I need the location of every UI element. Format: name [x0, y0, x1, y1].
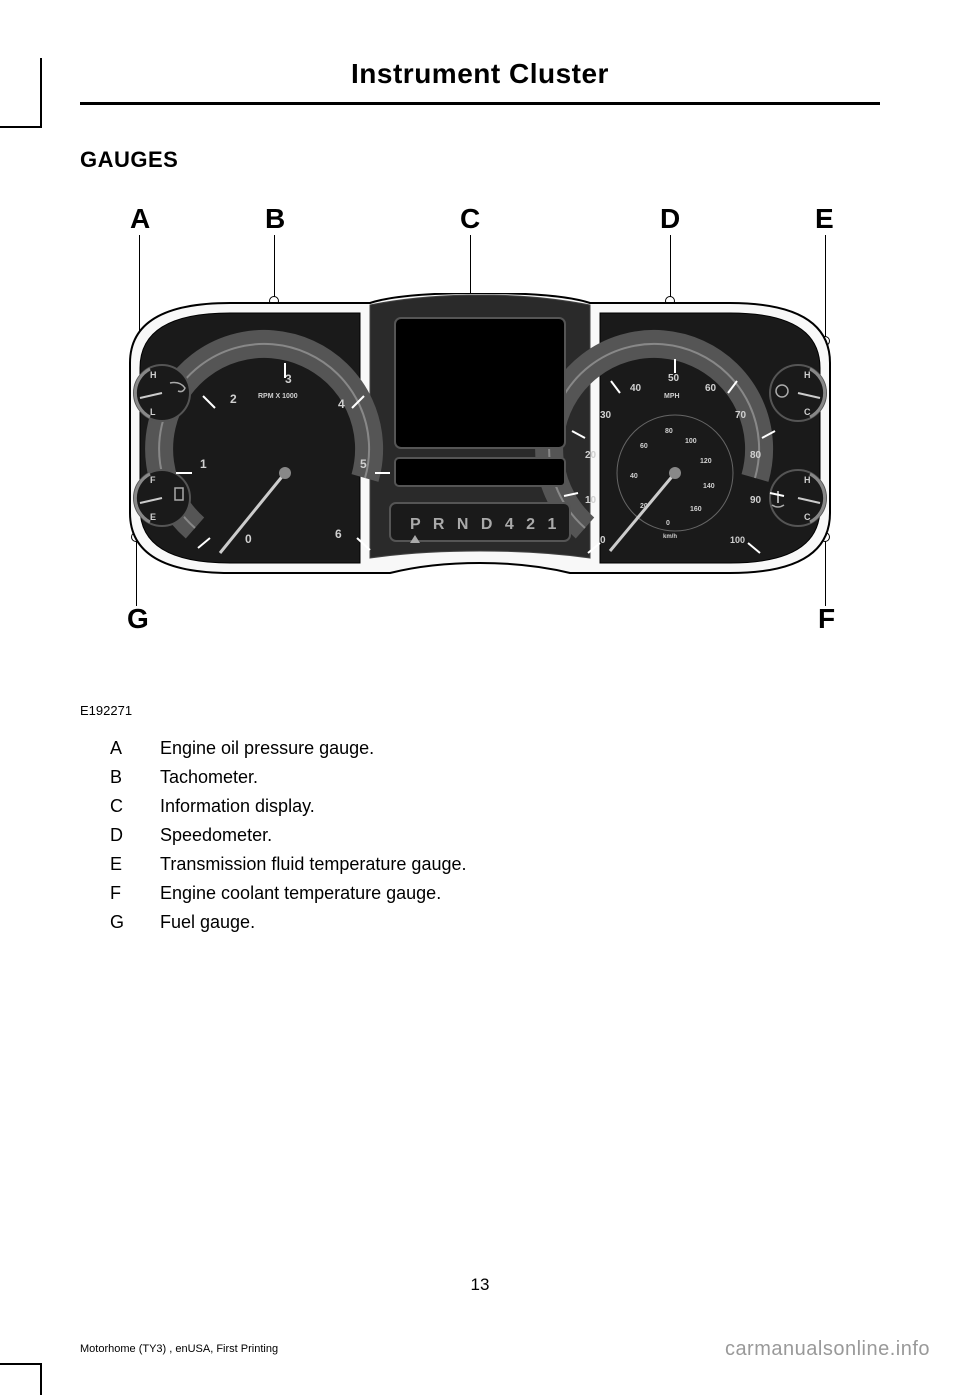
svg-text:1: 1 [200, 457, 207, 471]
svg-text:0: 0 [245, 532, 252, 546]
svg-text:MPH: MPH [664, 393, 680, 400]
instrument-cluster-figure: A B C D E G F [80, 203, 880, 703]
svg-text:20: 20 [585, 450, 597, 461]
svg-text:3: 3 [285, 372, 292, 386]
legend-key: C [110, 796, 130, 817]
info-display [395, 318, 565, 448]
svg-text:60: 60 [705, 383, 717, 394]
svg-text:0: 0 [666, 520, 670, 527]
svg-text:km/h: km/h [663, 534, 677, 540]
svg-text:100: 100 [730, 535, 745, 545]
legend-text: Fuel gauge. [160, 912, 255, 933]
fuel-gauge: F E [134, 470, 190, 526]
svg-text:90: 90 [750, 495, 762, 506]
instrument-cluster-diagram: 0 1 2 3 4 5 6 RPM X 1000 0 10 20 30 [90, 293, 870, 583]
label-g: G [127, 603, 149, 635]
svg-text:F: F [150, 475, 156, 485]
svg-text:60: 60 [640, 443, 648, 450]
label-f: F [818, 603, 835, 635]
divider [80, 102, 880, 105]
svg-text:C: C [804, 512, 811, 522]
svg-text:50: 50 [668, 373, 680, 384]
legend-text: Information display. [160, 796, 315, 817]
legend-text: Engine coolant temperature gauge. [160, 883, 441, 904]
legend-row: D Speedometer. [110, 825, 880, 846]
legend-text: Engine oil pressure gauge. [160, 738, 374, 759]
svg-text:80: 80 [665, 428, 673, 435]
trans-temp-gauge: H C [770, 365, 826, 421]
svg-text:80: 80 [750, 450, 762, 461]
svg-text:160: 160 [690, 506, 702, 513]
svg-text:5: 5 [360, 457, 367, 471]
label-b: B [265, 203, 285, 235]
legend-key: G [110, 912, 130, 933]
legend-row: F Engine coolant temperature gauge. [110, 883, 880, 904]
svg-text:40: 40 [630, 383, 642, 394]
oil-pressure-gauge: H L [134, 365, 190, 421]
label-c: C [460, 203, 480, 235]
svg-text:10: 10 [585, 495, 597, 506]
label-e: E [815, 203, 834, 235]
legend-text: Tachometer. [160, 767, 258, 788]
legend-list: A Engine oil pressure gauge. B Tachometer.… [110, 738, 880, 933]
legend-row: A Engine oil pressure gauge. [110, 738, 880, 759]
svg-text:0: 0 [600, 535, 606, 546]
page-number: 13 [0, 1275, 960, 1295]
legend-key: D [110, 825, 130, 846]
footer-left: Motorhome (TY3) , enUSA, First Printing [80, 1343, 278, 1355]
svg-text:4: 4 [338, 397, 345, 411]
svg-text:120: 120 [700, 458, 712, 465]
image-code: E192271 [80, 703, 960, 718]
legend-text: Speedometer. [160, 825, 272, 846]
label-a: A [130, 203, 150, 235]
svg-text:2: 2 [230, 392, 237, 406]
legend-row: B Tachometer. [110, 767, 880, 788]
footer-right: carmanualsonline.info [725, 1338, 930, 1361]
svg-text:H: H [804, 370, 811, 380]
gear-display: P R N D 4 2 1 [410, 516, 560, 533]
legend-row: G Fuel gauge. [110, 912, 880, 933]
legend-row: E Transmission fluid temperature gauge. [110, 854, 880, 875]
chapter-title: Instrument Cluster [0, 58, 960, 90]
coolant-temp-gauge: H C [770, 470, 826, 526]
svg-text:140: 140 [703, 483, 715, 490]
svg-text:6: 6 [335, 527, 342, 541]
label-d: D [660, 203, 680, 235]
section-title: GAUGES [80, 147, 960, 173]
svg-text:70: 70 [735, 410, 747, 421]
svg-text:30: 30 [600, 410, 612, 421]
svg-text:C: C [804, 407, 811, 417]
legend-key: B [110, 767, 130, 788]
legend-key: F [110, 883, 130, 904]
svg-text:L: L [150, 407, 156, 417]
svg-text:40: 40 [630, 473, 638, 480]
svg-text:E: E [150, 512, 156, 522]
svg-text:H: H [804, 475, 811, 485]
legend-text: Transmission fluid temperature gauge. [160, 854, 466, 875]
svg-text:H: H [150, 370, 157, 380]
legend-key: E [110, 854, 130, 875]
legend-row: C Information display. [110, 796, 880, 817]
svg-text:RPM X 1000: RPM X 1000 [258, 393, 298, 400]
svg-text:100: 100 [685, 438, 697, 445]
legend-key: A [110, 738, 130, 759]
